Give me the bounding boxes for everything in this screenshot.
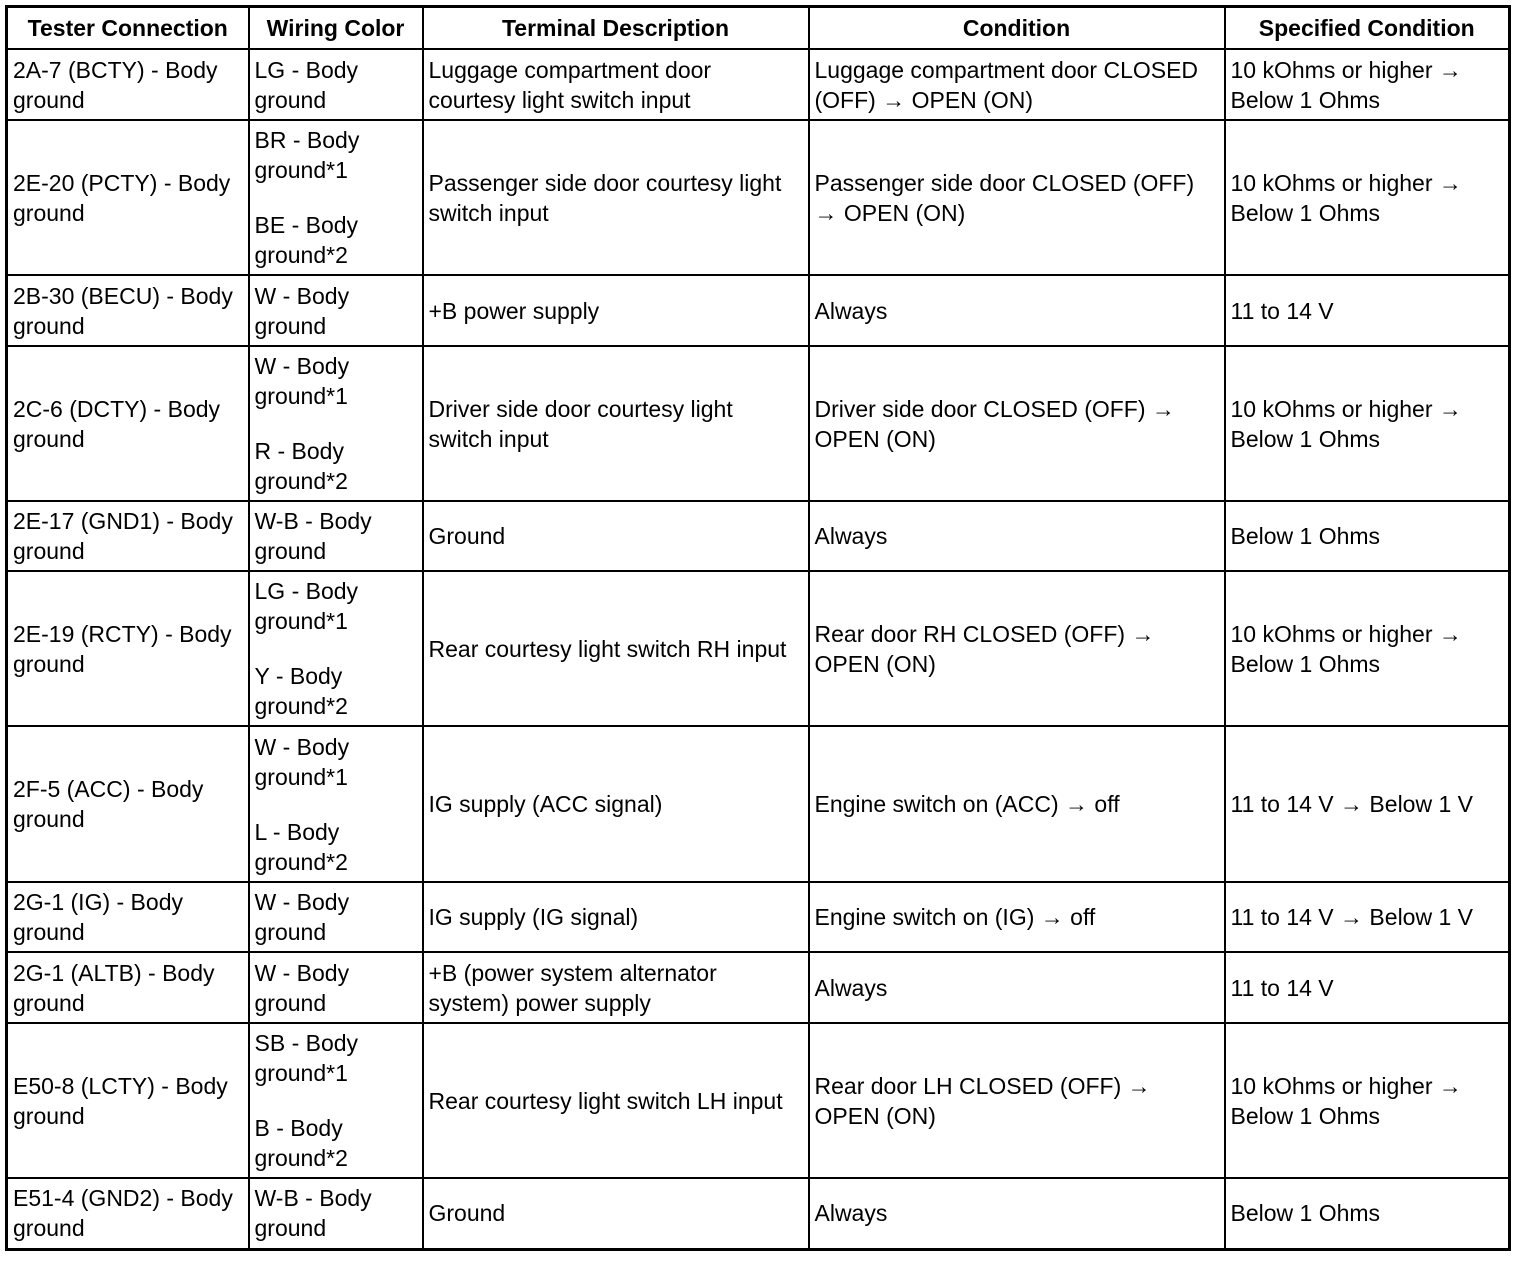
specified-condition-cell: 10 kOhms or higher → Below 1 Ohms: [1223, 345, 1511, 502]
wiring-color-entry: SB - Body ground*1: [254, 1030, 359, 1086]
tester-connection-cell: 2B-30 (BECU) - Body ground: [5, 274, 250, 347]
table-row: 2G-1 (IG) - Body ground W - Body ground IG…: [5, 881, 1511, 953]
header-terminal-description: Terminal Description: [421, 5, 810, 50]
wiring-color-entry: W - Body ground: [254, 889, 350, 945]
header-wiring-color: Wiring Color: [247, 5, 424, 50]
wiring-color-entry: L - Body ground*2: [254, 818, 348, 875]
wiring-color-entry: LG - Body ground: [254, 56, 359, 113]
condition-cell: Always: [807, 500, 1226, 572]
tester-connection-cell: 2E-20 (PCTY) - Body ground: [5, 119, 250, 276]
wiring-color-entry: R - Body ground*2: [254, 438, 348, 494]
tester-connection-cell: 2G-1 (ALTB) - Body ground: [5, 951, 250, 1024]
wiring-color-entry: Y - Body ground*2: [254, 663, 348, 719]
specified-condition-cell: 11 to 14 V → Below 1 V: [1223, 725, 1511, 883]
table-row: 2B-30 (BECU) - Body ground W - Body groun…: [5, 274, 1511, 347]
wiring-color-entry: BE - Body ground*2: [254, 212, 359, 268]
wiring-color-entry: W-B - Body ground: [254, 508, 372, 564]
specified-condition-cell: 10 kOhms or higher → Below 1 Ohms: [1223, 119, 1511, 276]
tester-connection-cell: 2C-6 (DCTY) - Body ground: [5, 345, 250, 502]
wiring-color-entry: B - Body ground*2: [254, 1115, 348, 1171]
wiring-color-entry: W - Body ground*1: [254, 353, 350, 409]
wiring-color-entry: W - Body ground*1: [254, 733, 350, 790]
table-row: E51-4 (GND2) - Body ground W-B - Body gro…: [5, 1177, 1511, 1250]
wiring-color-cell: W-B - Body ground: [247, 1177, 424, 1250]
tester-connection-cell: 2G-1 (IG) - Body ground: [5, 881, 250, 953]
terminal-description-cell: Passenger side door courtesy light switc…: [421, 119, 810, 276]
table-row: 2E-20 (PCTY) - Body ground BR - Body grou…: [5, 119, 1511, 276]
tester-connection-cell: E50-8 (LCTY) - Body ground: [5, 1022, 250, 1179]
tester-connection-cell: 2F-5 (ACC) - Body ground: [5, 725, 250, 883]
specified-condition-cell: 11 to 14 V → Below 1 V: [1223, 881, 1511, 953]
terminal-description-cell: Driver side door courtesy light switch i…: [421, 345, 810, 502]
specified-condition-cell: Below 1 Ohms: [1223, 1177, 1511, 1250]
specified-condition-cell: 10 kOhms or higher → Below 1 Ohms: [1223, 48, 1511, 121]
terminal-description-cell: Luggage compartment door courtesy light …: [421, 48, 810, 121]
condition-cell: Always: [807, 274, 1226, 347]
wiring-color-cell: W-B - Body ground: [247, 500, 424, 572]
table-row: 2C-6 (DCTY) - Body ground W - Body ground…: [5, 345, 1511, 502]
wiring-color-entry: LG - Body ground*1: [254, 578, 359, 634]
header-row: Tester Connection Wiring Color Terminal …: [5, 5, 1511, 50]
tester-connection-cell: 2E-19 (RCTY) - Body ground: [5, 570, 250, 727]
wiring-color-cell: LG - Body ground: [247, 48, 424, 121]
wiring-color-cell: W - Body ground*1 L - Body ground*2: [247, 725, 424, 883]
condition-cell: Rear door RH CLOSED (OFF) → OPEN (ON): [807, 570, 1226, 727]
tester-connection-cell: 2A-7 (BCTY) - Body ground: [5, 48, 250, 121]
wiring-color-cell: W - Body ground: [247, 951, 424, 1024]
specified-condition-cell: 10 kOhms or higher → Below 1 Ohms: [1223, 1022, 1511, 1179]
condition-cell: Always: [807, 951, 1226, 1024]
specified-condition-cell: Below 1 Ohms: [1223, 500, 1511, 572]
tester-connection-cell: 2E-17 (GND1) - Body ground: [5, 500, 250, 572]
wiring-color-cell: SB - Body ground*1 B - Body ground*2: [247, 1022, 424, 1179]
specified-condition-cell: 10 kOhms or higher → Below 1 Ohms: [1223, 570, 1511, 727]
tester-connection-cell: E51-4 (GND2) - Body ground: [5, 1177, 250, 1250]
terminal-description-cell: Rear courtesy light switch LH input: [421, 1022, 810, 1179]
condition-cell: Passenger side door CLOSED (OFF) → OPEN …: [807, 119, 1226, 276]
condition-cell: Driver side door CLOSED (OFF) → OPEN (ON…: [807, 345, 1226, 502]
terminal-description-cell: Rear courtesy light switch RH input: [421, 570, 810, 727]
terminal-description-cell: +B (power system alternator system) powe…: [421, 951, 810, 1024]
condition-cell: Luggage compartment door CLOSED (OFF) → …: [807, 48, 1226, 121]
header-specified-condition: Specified Condition: [1223, 5, 1511, 50]
wiring-color-cell: W - Body ground: [247, 881, 424, 953]
condition-cell: Always: [807, 1177, 1226, 1250]
wiring-color-entry: W - Body ground: [254, 282, 350, 339]
wiring-color-cell: BR - Body ground*1 BE - Body ground*2: [247, 119, 424, 276]
wiring-color-cell: W - Body ground: [247, 274, 424, 347]
header-tester-connection: Tester Connection: [5, 5, 250, 50]
specified-condition-cell: 11 to 14 V: [1223, 951, 1511, 1024]
table-row: 2F-5 (ACC) - Body ground W - Body ground*…: [5, 725, 1511, 883]
condition-cell: Engine switch on (ACC) → off: [807, 725, 1226, 883]
table-row: 2G-1 (ALTB) - Body ground W - Body ground…: [5, 951, 1511, 1024]
terminal-inspection-table: Tester Connection Wiring Color Terminal …: [5, 5, 1511, 1251]
wiring-color-entry: W - Body ground: [254, 959, 350, 1016]
table-row: 2E-17 (GND1) - Body ground W-B - Body gro…: [5, 500, 1511, 572]
header-condition: Condition: [807, 5, 1226, 50]
wiring-color-cell: W - Body ground*1 R - Body ground*2: [247, 345, 424, 502]
terminal-description-cell: IG supply (ACC signal): [421, 725, 810, 883]
condition-cell: Rear door LH CLOSED (OFF) → OPEN (ON): [807, 1022, 1226, 1179]
table-row: 2A-7 (BCTY) - Body ground LG - Body groun…: [5, 48, 1511, 121]
specified-condition-cell: 11 to 14 V: [1223, 274, 1511, 347]
condition-cell: Engine switch on (IG) → off: [807, 881, 1226, 953]
terminal-description-cell: Ground: [421, 1177, 810, 1250]
wiring-color-entry: BR - Body ground*1: [254, 127, 360, 183]
terminal-description-cell: Ground: [421, 500, 810, 572]
wiring-color-cell: LG - Body ground*1 Y - Body ground*2: [247, 570, 424, 727]
table-row: E50-8 (LCTY) - Body ground SB - Body grou…: [5, 1022, 1511, 1179]
wiring-color-entry: W-B - Body ground: [254, 1185, 372, 1242]
terminal-description-cell: +B power supply: [421, 274, 810, 347]
table-row: 2E-19 (RCTY) - Body ground LG - Body grou…: [5, 570, 1511, 727]
terminal-description-cell: IG supply (IG signal): [421, 881, 810, 953]
